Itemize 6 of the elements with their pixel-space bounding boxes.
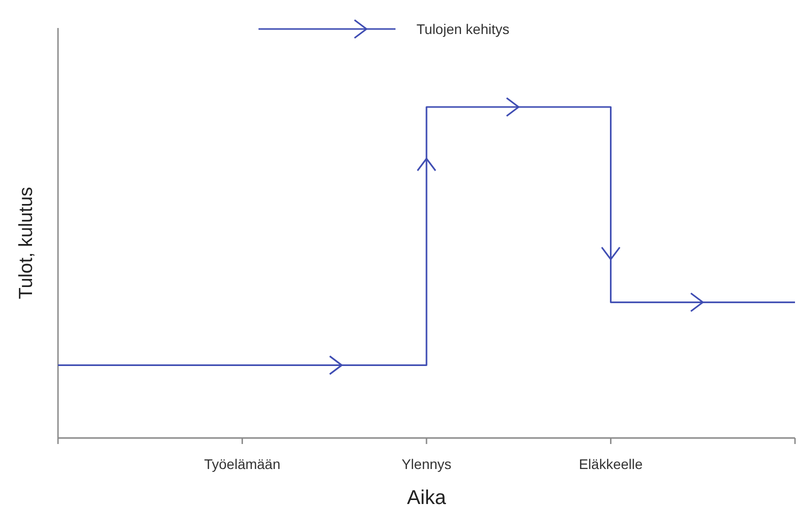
text: Tulojen kehitys: [416, 20, 510, 37]
x-tick-label: Työelämään: [204, 456, 280, 472]
x-tick-label: Ylennys: [402, 456, 452, 472]
x-axis-title: Aika: [407, 487, 447, 509]
x-tick-label: Eläkkeelle: [578, 456, 643, 472]
y-axis-title: Tulot, kulutus: [16, 186, 37, 300]
